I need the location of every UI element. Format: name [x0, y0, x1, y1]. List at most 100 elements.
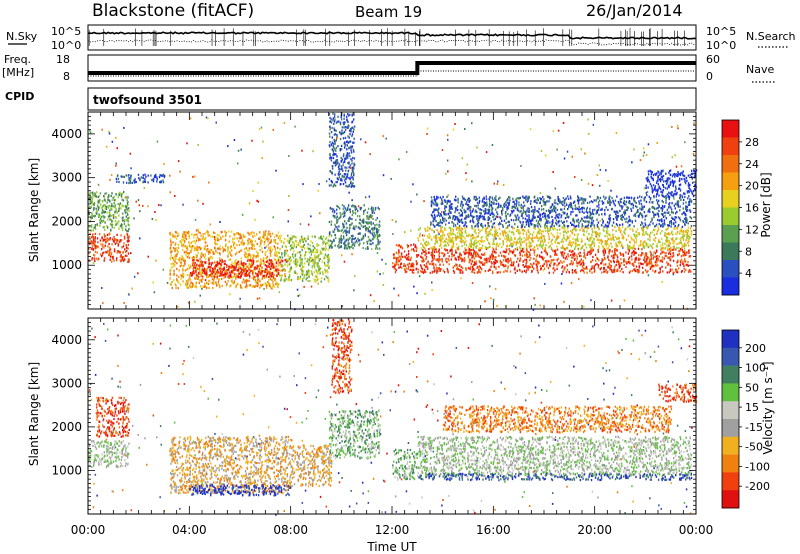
- echo-cell: [124, 218, 126, 222]
- echo-cell: [345, 156, 347, 159]
- echo-cell: [660, 248, 662, 251]
- echo-cell: [369, 153, 371, 156]
- echo-cell: [368, 217, 370, 220]
- echo-cell: [98, 233, 101, 236]
- echo-cell: [313, 278, 315, 281]
- echo-cell: [631, 246, 633, 249]
- echo-cell: [182, 203, 184, 206]
- echo-cell: [193, 272, 195, 275]
- echo-cell: [216, 273, 218, 277]
- echo-cell: [344, 211, 346, 215]
- echo-cell: [198, 267, 200, 271]
- echo-cell: [587, 243, 590, 246]
- echo-cell: [539, 237, 541, 240]
- echo-cell: [428, 233, 430, 236]
- echo-cell: [640, 227, 643, 230]
- echo-cell: [190, 241, 192, 244]
- echo-cell: [561, 238, 564, 241]
- echo-cell: [173, 248, 176, 251]
- echo-cell: [562, 270, 564, 273]
- echo-cell: [346, 126, 348, 129]
- echo-cell: [350, 180, 352, 183]
- echo-cell: [112, 240, 115, 243]
- echo-cell: [431, 254, 433, 257]
- echo-cell: [471, 233, 474, 236]
- echo-cell: [359, 222, 362, 225]
- echo-cell: [683, 267, 685, 270]
- echo-cell: [602, 258, 605, 262]
- echo-cell: [193, 264, 196, 267]
- echo-cell: [210, 266, 212, 269]
- echo-cell: [572, 250, 574, 253]
- echo-cell: [619, 265, 622, 268]
- echo-cell: [569, 249, 571, 252]
- echo-cell: [234, 253, 237, 256]
- echo-cell: [575, 254, 577, 257]
- echo-cell: [204, 232, 206, 235]
- frequency-trace: [88, 61, 696, 75]
- echo-cell: [119, 202, 122, 205]
- echo-cell: [332, 208, 335, 211]
- echo-cell: [674, 268, 677, 271]
- echo-cell: [207, 274, 210, 277]
- echo-cell: [256, 267, 258, 270]
- echo-cell: [670, 255, 672, 258]
- echo-cell: [91, 224, 93, 227]
- echo-cell: [596, 256, 598, 259]
- echo-cell: [478, 260, 481, 263]
- echo-cell: [580, 148, 582, 151]
- echo-cell: [350, 234, 353, 238]
- echo-cell: [651, 264, 653, 267]
- echo-cell: [201, 252, 203, 255]
- echo-cell: [644, 254, 646, 257]
- echo-cell: [465, 240, 467, 243]
- echo-cell: [505, 248, 507, 251]
- echo-cell: [629, 247, 631, 250]
- echo-cell: [239, 236, 242, 239]
- echo-cell: [441, 211, 443, 213]
- echo-cell: [334, 244, 336, 247]
- echo-cell: [684, 260, 687, 263]
- echo-cell: [458, 229, 460, 232]
- echo-cell: [275, 281, 278, 284]
- echo-cell: [335, 139, 337, 142]
- echo-cell: [422, 249, 424, 252]
- echo-cell: [444, 253, 446, 256]
- echo-cell: [525, 238, 527, 241]
- echo-cell: [195, 282, 197, 285]
- echo-cell: [257, 259, 259, 263]
- echo-cell: [514, 248, 517, 251]
- echo-cell: [646, 255, 648, 259]
- echo-cell: [464, 249, 467, 252]
- echo-cell: [323, 247, 325, 250]
- echo-cell: [509, 270, 512, 273]
- echo-cell: [676, 237, 678, 240]
- echo-cell: [102, 243, 104, 246]
- echo-cell: [115, 177, 118, 181]
- echo-cell: [260, 258, 262, 261]
- echo-cell: [499, 271, 501, 274]
- echo-cell: [647, 264, 649, 267]
- echo-cell: [250, 238, 252, 241]
- echo-cell: [438, 248, 440, 251]
- echo-cell: [128, 174, 130, 177]
- echo-cell: [544, 239, 546, 242]
- echo-cell: [104, 192, 106, 195]
- echo-cell: [241, 239, 244, 242]
- echo-cell: [139, 210, 141, 213]
- echo-cell: [564, 227, 566, 230]
- echo-cell: [381, 258, 383, 261]
- echo-cell: [397, 252, 399, 255]
- echo-cell: [456, 266, 459, 269]
- echo-cell: [238, 269, 240, 272]
- echo-cell: [684, 258, 686, 261]
- echo-cell: [328, 132, 331, 135]
- echo-cell: [128, 228, 130, 231]
- echo-cell: [260, 239, 263, 243]
- echo-cell: [584, 267, 586, 270]
- freq-tick-bottom: 8: [63, 70, 70, 83]
- echo-cell: [274, 252, 276, 255]
- echo-cell: [488, 241, 490, 244]
- echo-cell: [643, 187, 646, 190]
- echo-cell: [634, 258, 636, 262]
